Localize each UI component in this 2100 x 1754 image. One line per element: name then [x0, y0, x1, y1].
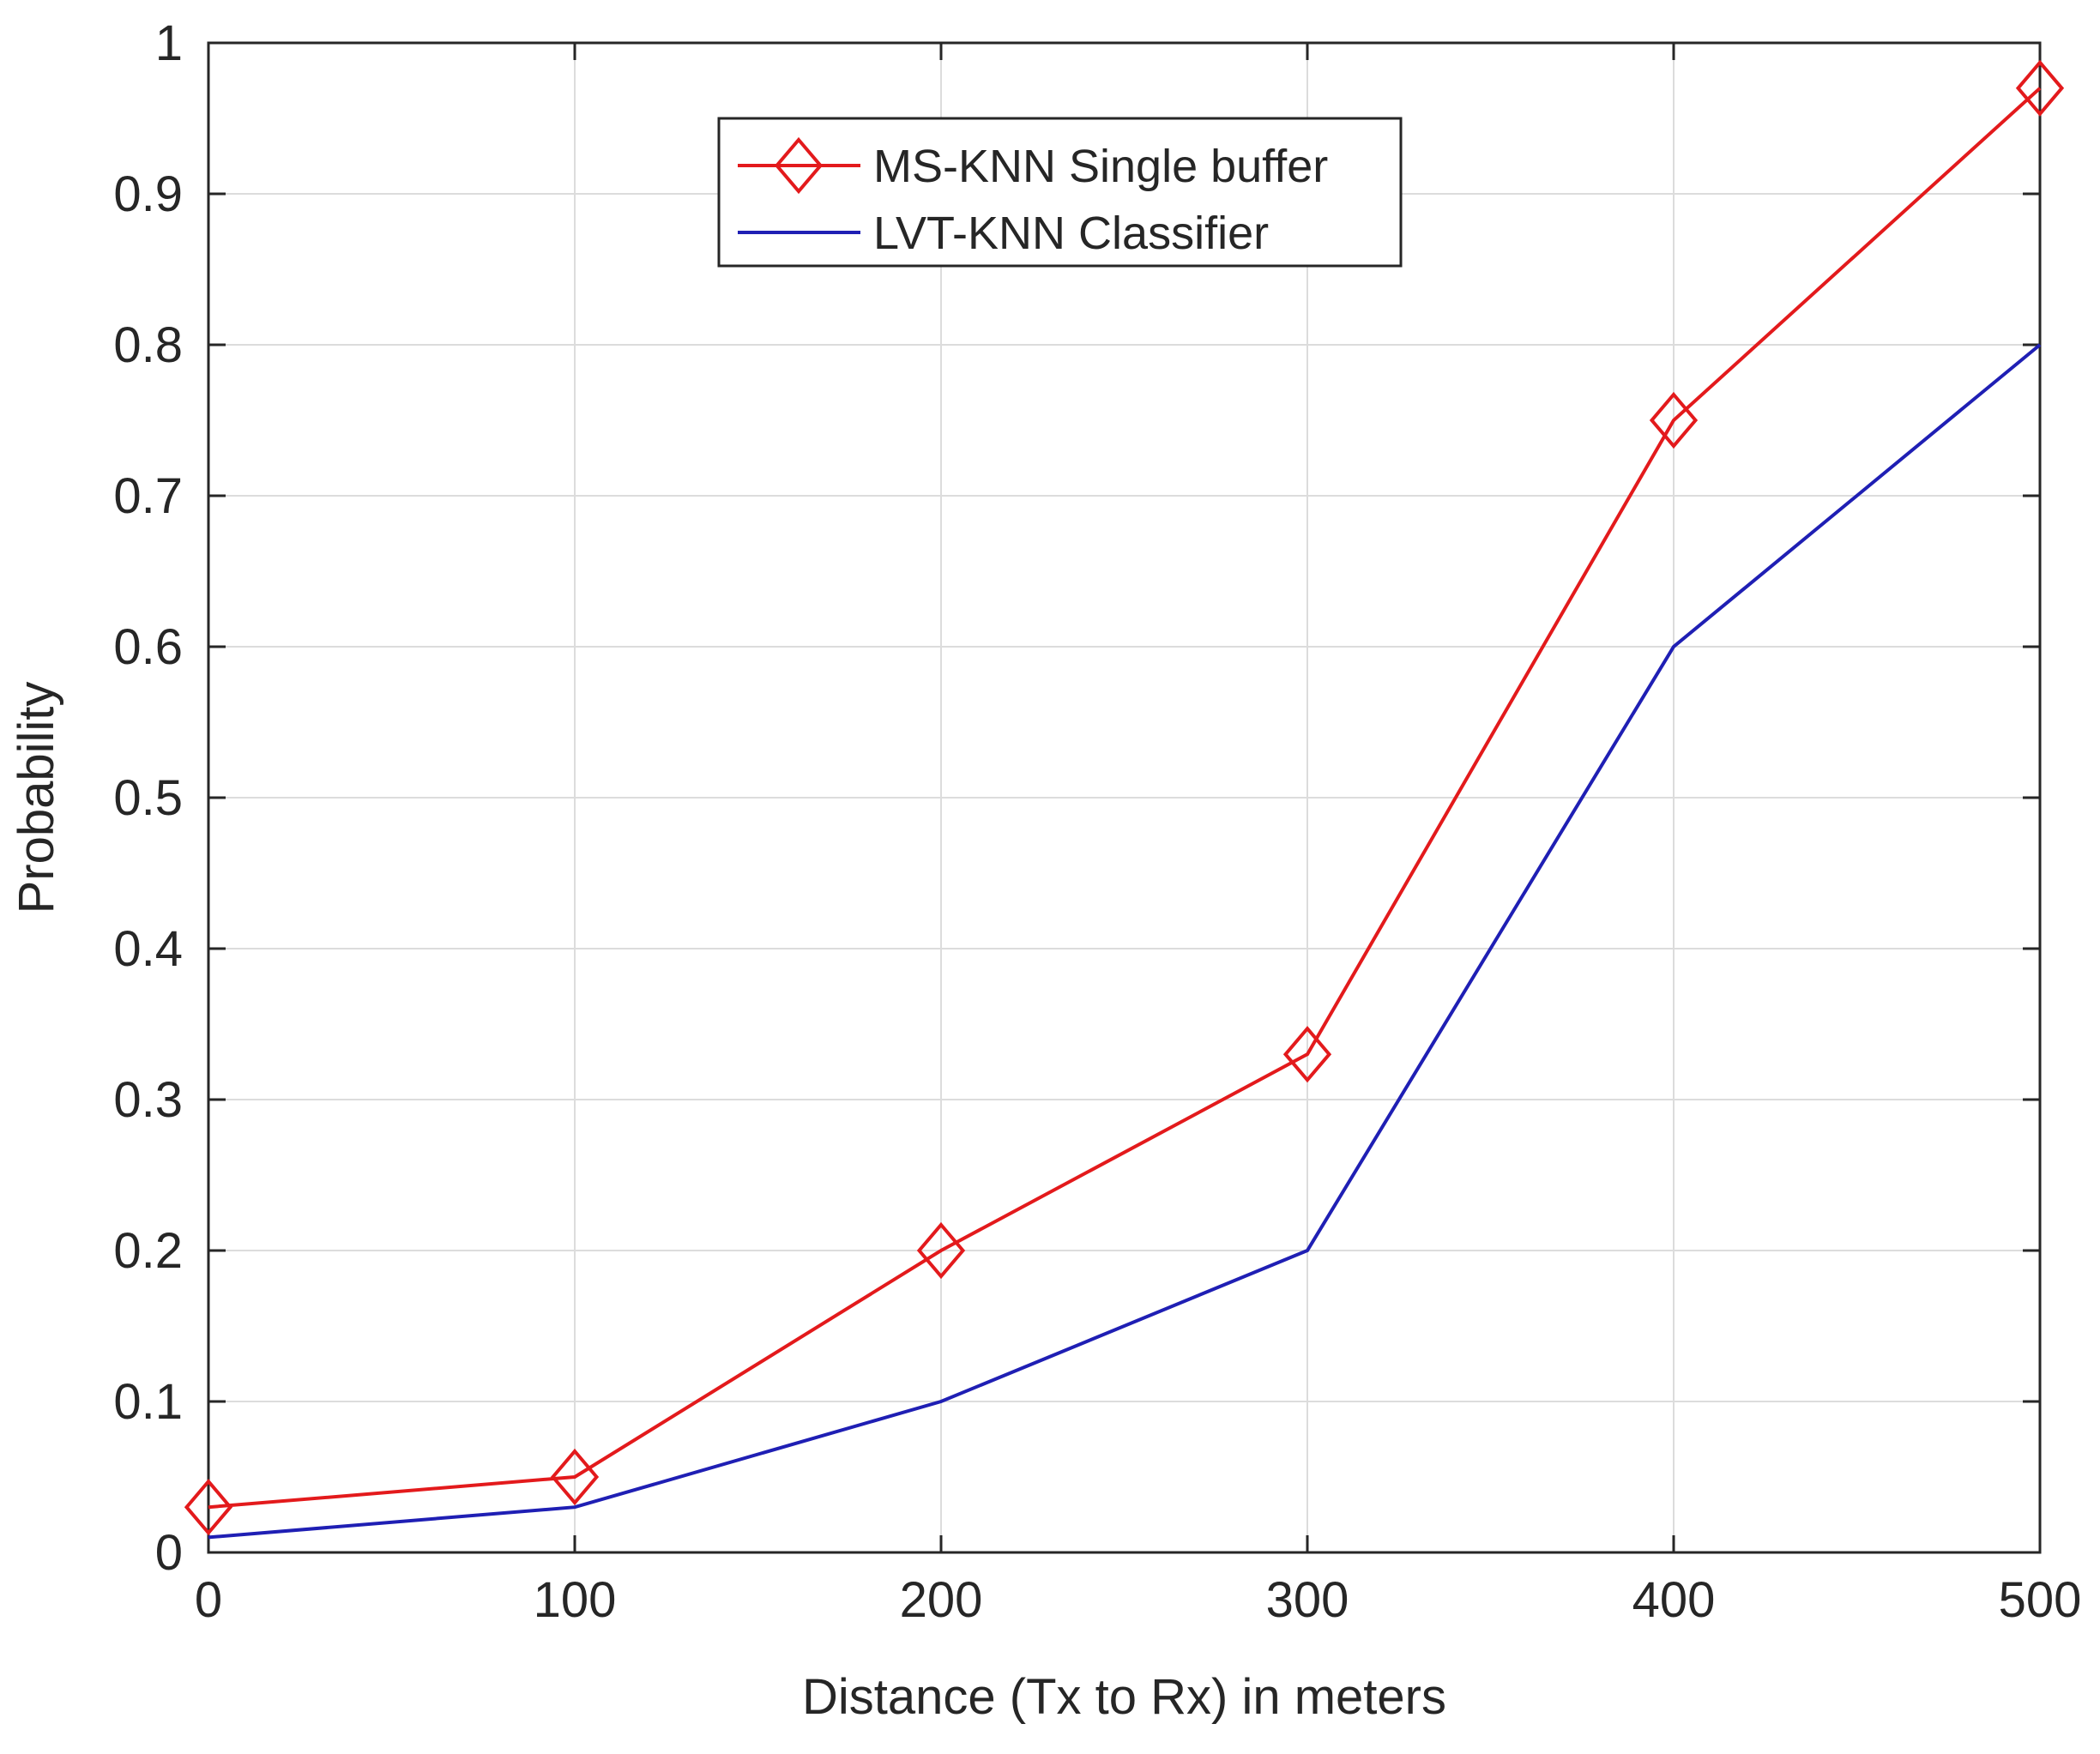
- x-tick-label: 200: [900, 1572, 983, 1628]
- y-tick-label: 0.8: [113, 317, 183, 373]
- x-tick-label: 500: [1999, 1572, 2082, 1628]
- y-axis-label: Probability: [9, 682, 64, 914]
- y-tick-label: 0.4: [113, 921, 183, 977]
- data-point-marker: [550, 1448, 600, 1506]
- y-tick-label: 0.3: [113, 1072, 183, 1128]
- y-tick-label: 0.5: [113, 770, 183, 826]
- legend: MS-KNN Single buffer LVT-KNN Classifier: [717, 117, 1403, 268]
- legend-label: MS-KNN Single buffer: [873, 141, 1328, 192]
- grid: [208, 42, 2041, 1553]
- y-tick-label: 1: [155, 15, 183, 71]
- x-axis-label: Distance (Tx to Rx) in meters: [802, 1669, 1446, 1725]
- x-tick-label: 0: [195, 1572, 222, 1628]
- legend-marker-swatch: [774, 136, 824, 195]
- series-lines: [184, 59, 2065, 1540]
- series-line: [208, 87, 2042, 1510]
- y-tick-label: 0.9: [113, 166, 183, 222]
- data-point-marker: [1282, 1026, 1332, 1083]
- data-point-marker: [916, 1221, 966, 1280]
- legend-entry-1: MS-KNN Single buffer: [738, 136, 1328, 195]
- series-line: [208, 343, 2042, 1540]
- y-tick-label: 0.6: [113, 619, 183, 675]
- y-tick-label: 0.2: [113, 1223, 183, 1279]
- legend-box: [717, 117, 1403, 268]
- series-2: [208, 343, 2042, 1540]
- legend-entry-2: LVT-KNN Classifier: [738, 208, 1269, 259]
- y-tick-label: 0: [155, 1525, 183, 1581]
- x-tick-label: 100: [534, 1572, 617, 1628]
- y-tick-label: 0.1: [113, 1374, 183, 1430]
- data-point-marker: [2015, 59, 2065, 117]
- x-tick-label: 400: [1632, 1572, 1716, 1628]
- legend-label: LVT-KNN Classifier: [873, 208, 1269, 259]
- y-tick-label: 0.7: [113, 468, 183, 524]
- data-point-marker: [1649, 391, 1699, 449]
- axis-ticks: 0 100 200 300 400 500 0 0.1 0.2 0.3 0.4 0.5 0.6 0.7 0.…: [113, 15, 2081, 1628]
- data-point-marker: [184, 1479, 233, 1536]
- series-1: [184, 59, 2065, 1536]
- x-tick-label: 300: [1266, 1572, 1349, 1628]
